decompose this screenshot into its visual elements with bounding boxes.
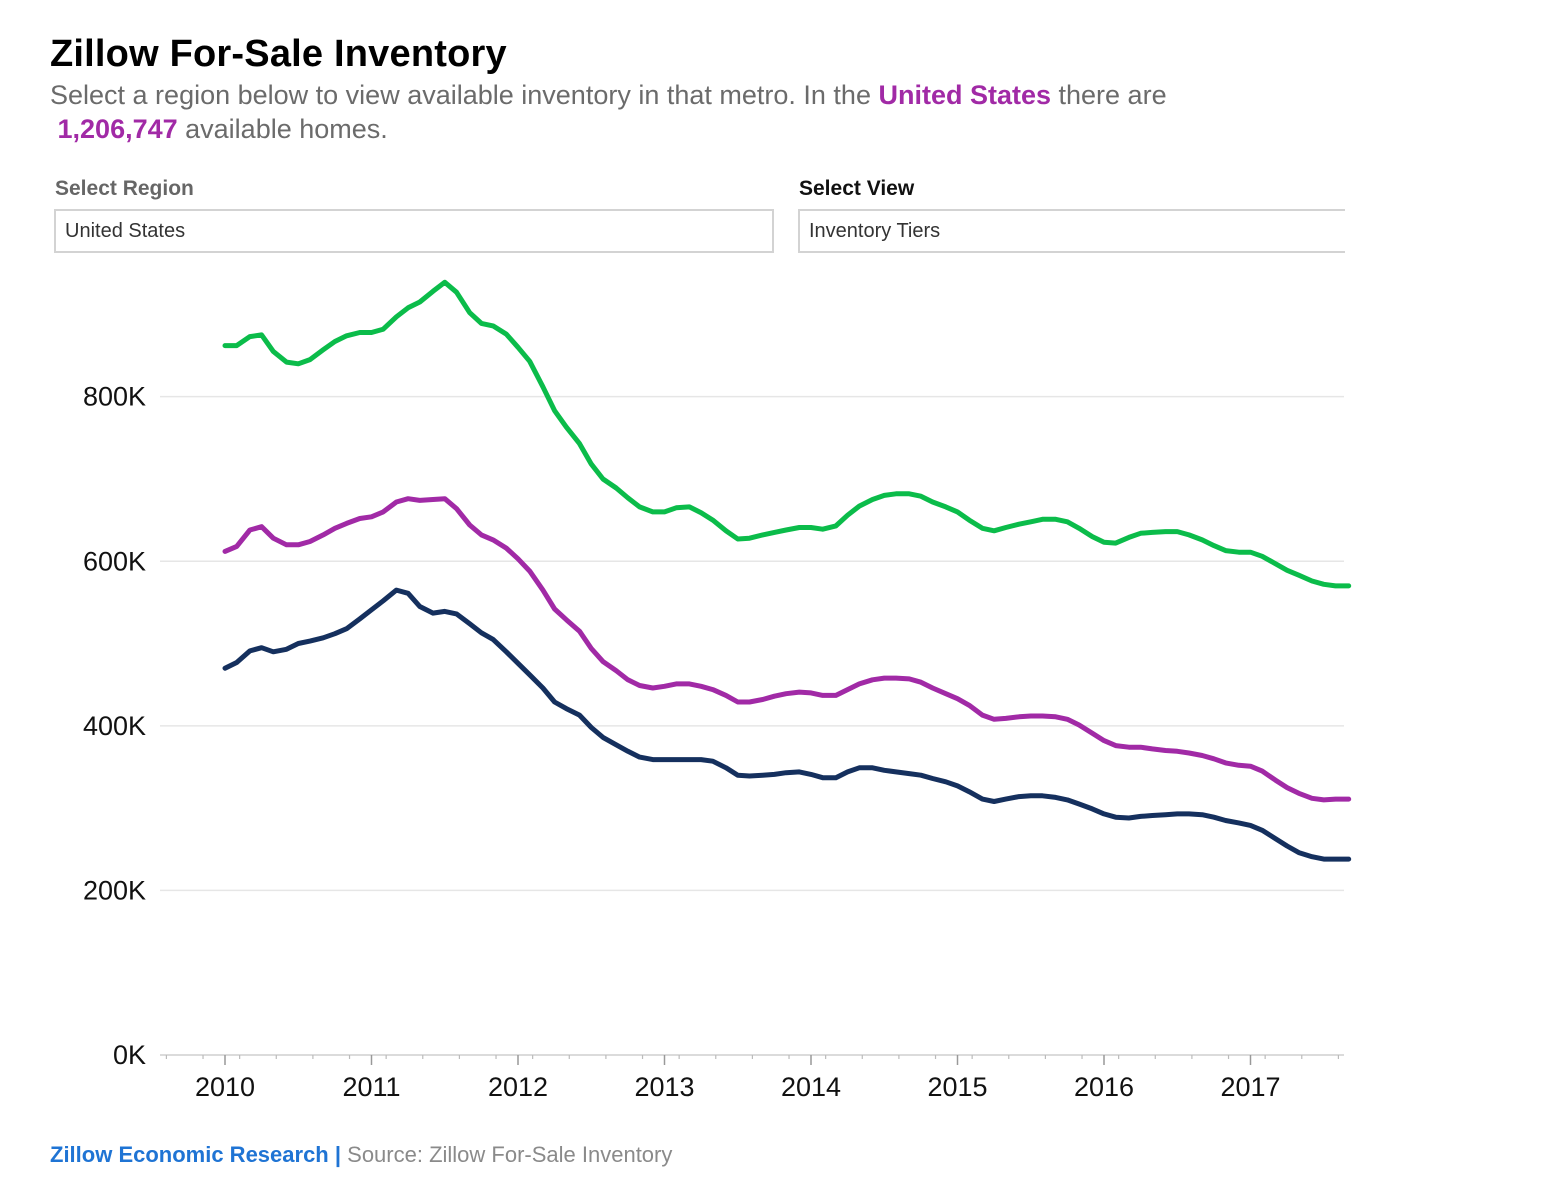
select-view-label: Select View (799, 177, 915, 200)
y-tick-label: 400K (83, 711, 146, 741)
axis-layer: 0K 200K 400K 600K 800K 2010 2011 2012 2013 2014 20… (83, 382, 1344, 1102)
x-tick-label: 2012 (488, 1072, 548, 1102)
subtitle-text: available homes. (177, 114, 388, 144)
y-tick-label: 800K (83, 382, 146, 412)
x-tick-label: 2013 (634, 1072, 694, 1102)
x-tick-label: 2016 (1074, 1072, 1134, 1102)
x-tick-label: 2017 (1220, 1072, 1280, 1102)
page-subtitle: Select a region below to view available … (50, 78, 1350, 146)
grid-layer (160, 395, 1344, 892)
y-tick-label: 600K (83, 546, 146, 576)
series-line-2[interactable] (222, 496, 1352, 803)
footer-separator: | (328, 1142, 348, 1167)
subtitle-text: there are (1051, 80, 1167, 110)
x-tick-label: 2010 (195, 1072, 255, 1102)
series-line-3[interactable] (222, 587, 1352, 862)
view-select[interactable]: Inventory Tiers (798, 209, 1345, 253)
y-tick-label: 0K (113, 1040, 146, 1070)
x-tick-label: 2015 (927, 1072, 987, 1102)
page-title: Zillow For-Sale Inventory (50, 33, 507, 75)
region-select[interactable]: United States (54, 209, 774, 253)
series-line-1[interactable] (222, 279, 1352, 589)
footer-source: Source: Zillow For-Sale Inventory (347, 1142, 673, 1167)
subtitle-region-highlight: United States (878, 80, 1052, 110)
y-tick-label: 200K (83, 875, 146, 905)
subtitle-count-highlight: 1,206,747 (57, 114, 178, 144)
footer: Zillow Economic Research | Source: Zillo… (50, 1142, 672, 1168)
x-tick-label: 2011 (342, 1072, 400, 1102)
subtitle-text: Select a region below to view available … (50, 80, 879, 110)
select-region-label: Select Region (55, 177, 194, 200)
footer-brand-link[interactable]: Zillow Economic Research (50, 1142, 329, 1167)
x-tick-label: 2014 (781, 1072, 841, 1102)
series-layer (222, 279, 1352, 862)
